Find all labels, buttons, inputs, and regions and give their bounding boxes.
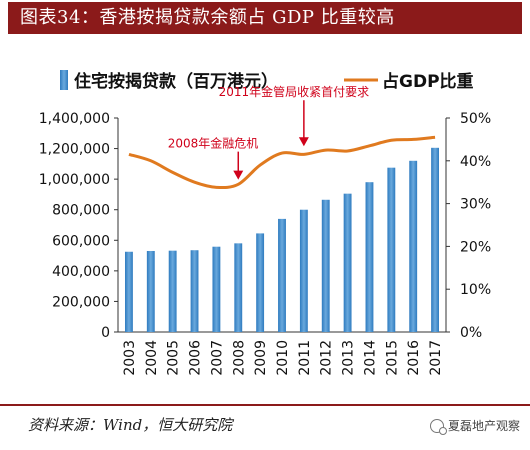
y-right-tick-label: 20% <box>460 239 491 255</box>
bar <box>299 209 308 332</box>
y-left-tick-label: 600,000 <box>52 233 110 249</box>
y-left-tick-label: 1,000,000 <box>39 172 110 188</box>
bar <box>168 250 177 332</box>
bar <box>234 243 243 332</box>
x-tick-label: 2015 <box>384 340 400 376</box>
bar <box>278 218 286 332</box>
source-note: 资料来源：Wind，恒大研究院 <box>28 416 233 434</box>
y-left-tick-label: 200,000 <box>52 294 110 310</box>
x-tick-label: 2003 <box>122 340 138 376</box>
annotation-label: 2011年金管局收紧首付要求 <box>219 84 370 99</box>
x-tick-label: 2004 <box>144 340 160 376</box>
y-left-tick-label: 1,400,000 <box>39 111 110 127</box>
x-tick-label: 2013 <box>341 340 357 376</box>
annotation-arrow-head <box>298 137 309 147</box>
x-tick-label: 2017 <box>428 340 444 376</box>
x-tick-label: 2011 <box>297 340 313 376</box>
y-right-tick-label: 30% <box>460 197 491 213</box>
x-tick-label: 2016 <box>406 340 422 376</box>
annotation-arrow-head <box>233 170 244 180</box>
chart-title: 图表34：香港按揭贷款余额占 GDP 比重较高 <box>20 7 395 28</box>
bar <box>343 193 352 332</box>
y-right-tick-label: 10% <box>460 282 491 298</box>
footer: 资料来源：Wind，恒大研究院 夏磊地产观察 <box>0 404 530 450</box>
gdp-ratio-line <box>128 135 436 190</box>
watermark: 夏磊地产观察 <box>429 417 520 435</box>
x-tick-label: 2012 <box>319 340 335 376</box>
y-left-tick-label: 0 <box>101 325 110 341</box>
bar <box>212 246 221 332</box>
y-right-tick-label: 0% <box>460 325 482 341</box>
x-tick-label: 2006 <box>188 340 204 376</box>
annotation-label: 2008年金融危机 <box>168 136 259 151</box>
y-left-tick-label: 800,000 <box>52 203 110 219</box>
bar <box>190 250 199 332</box>
legend-label-line: 占GDP比重 <box>382 71 474 92</box>
bar <box>365 182 374 332</box>
bar <box>431 147 440 332</box>
legend-bar-swatch <box>60 70 68 90</box>
bar <box>124 251 133 332</box>
y-right-tick-label: 40% <box>460 154 491 170</box>
bar <box>387 167 396 332</box>
x-tick-label: 2009 <box>253 340 269 376</box>
bar <box>256 233 265 332</box>
bar <box>146 250 155 332</box>
legend-label-bar: 住宅按揭贷款（百万港元） <box>74 71 278 92</box>
y-right-tick-label: 50% <box>460 111 491 127</box>
chart-title-bar: 图表34：香港按揭贷款余额占 GDP 比重较高 <box>8 2 522 34</box>
watermark-text: 夏磊地产观察 <box>447 419 520 433</box>
x-tick-label: 2007 <box>209 340 225 376</box>
y-left-tick-label: 1,200,000 <box>39 142 110 158</box>
wechat-icon <box>429 418 447 435</box>
y-left-tick-label: 400,000 <box>52 264 110 280</box>
x-tick-label: 2008 <box>231 340 247 376</box>
bar-line-chart: 住宅按揭贷款（百万港元） 占GDP比重 0 200,000 400,000 600,000… <box>39 70 491 376</box>
x-tick-label: 2005 <box>166 340 182 376</box>
x-tick-label: 2014 <box>362 340 378 376</box>
x-tick-label: 2010 <box>275 340 291 376</box>
bar <box>321 199 330 332</box>
bar <box>409 160 418 332</box>
